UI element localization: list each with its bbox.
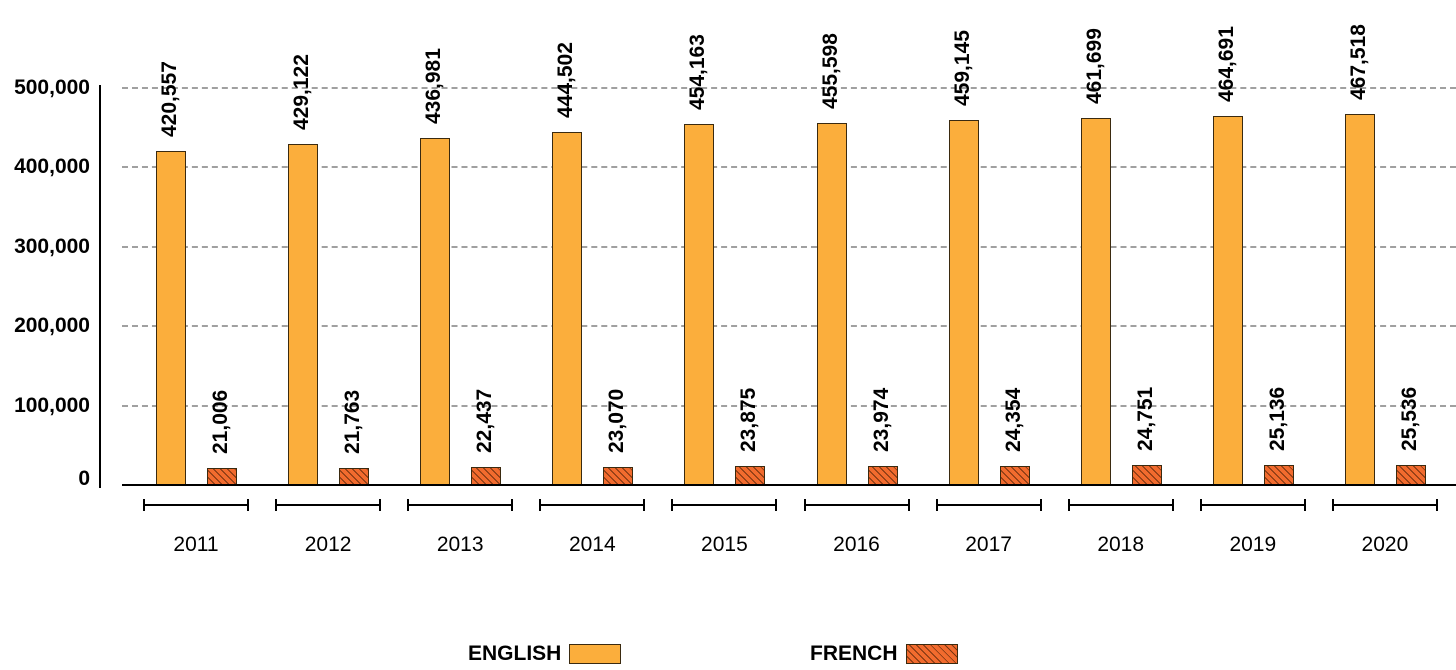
data-label-french-2011: 21,006 [209, 390, 232, 455]
gridline [122, 166, 1456, 169]
bar-french-2018 [1131, 465, 1162, 485]
y-tick-label: 400,000 [14, 155, 90, 179]
y-tick-label: 200,000 [14, 314, 90, 338]
y-tick-label: 500,000 [14, 76, 90, 99]
category-bracket [539, 499, 646, 511]
x-tick-label: 2016 [833, 533, 880, 556]
bar-french-2019 [1263, 465, 1294, 485]
gridline [122, 245, 1456, 248]
legend-item-french: FRENCH [810, 642, 958, 666]
bar-english-2016 [816, 123, 847, 485]
bar-french-2020 [1395, 464, 1426, 485]
category-bracket [1331, 499, 1438, 511]
bar-english-2013 [420, 138, 451, 485]
bar-french-2015 [735, 466, 766, 485]
data-label-english-2017: 459,145 [950, 30, 974, 107]
bar-english-2015 [684, 124, 715, 485]
bar-french-2011 [207, 468, 237, 485]
data-label-french-2016: 23,974 [869, 387, 893, 452]
y-tick-label: 100,000 [14, 393, 90, 417]
data-label-english-2020: 467,518 [1346, 23, 1370, 100]
data-label-french-2019: 25,136 [1265, 386, 1289, 452]
bar-english-2019 [1212, 116, 1243, 485]
y-tick-label: 0 [78, 467, 90, 490]
data-label-french-2013: 22,437 [473, 388, 497, 454]
x-tick-label: 2019 [1229, 533, 1277, 556]
category-bracket [671, 499, 778, 511]
category-bracket [803, 499, 910, 511]
data-label-english-2014: 444,502 [554, 42, 578, 119]
x-tick-label: 2012 [304, 533, 352, 556]
bar-english-2014 [552, 132, 583, 485]
category-bracket [1199, 499, 1306, 511]
data-label-french-2012: 21,763 [341, 389, 365, 454]
x-tick-label: 2014 [568, 533, 616, 556]
data-label-english-2019: 464,691 [1214, 26, 1238, 103]
bar-french-2014 [603, 466, 634, 485]
data-label-english-2016: 455,598 [818, 33, 842, 110]
bar-english-2011 [156, 151, 186, 485]
category-bracket [935, 499, 1042, 511]
data-label-english-2013: 436,981 [422, 48, 446, 125]
gridline [122, 404, 1456, 407]
legend-label-english: ENGLISH [468, 642, 562, 665]
bar-english-2020 [1344, 113, 1375, 485]
legend-swatch-english [569, 644, 622, 664]
x-tick-label: 2015 [701, 533, 748, 556]
bar-french-2012 [339, 467, 370, 485]
category-bracket [275, 499, 382, 511]
data-label-french-2018: 24,751 [1133, 387, 1157, 452]
x-tick-label: 2017 [965, 533, 1012, 556]
data-label-french-2014: 23,070 [605, 388, 629, 453]
data-label-english-2018: 461,699 [1082, 28, 1106, 105]
x-tick-label: 2020 [1361, 533, 1409, 556]
x-tick-label: 2018 [1097, 533, 1145, 556]
x-axis-baseline [122, 484, 1456, 486]
x-tick-label: 2013 [436, 533, 484, 556]
bar-english-2017 [948, 120, 979, 485]
bar-french-2017 [999, 465, 1030, 485]
legend-item-english: ENGLISH [468, 642, 622, 666]
gridline [122, 325, 1456, 328]
legend-swatch-french [905, 644, 958, 664]
data-label-french-2020: 25,536 [1397, 386, 1421, 451]
data-label-english-2011: 420,557 [158, 61, 181, 138]
data-label-english-2012: 429,122 [290, 54, 314, 131]
data-label-english-2015: 454,163 [686, 34, 710, 111]
data-label-french-2015: 23,875 [737, 387, 761, 453]
bar-english-2012 [288, 144, 319, 485]
category-bracket [1067, 499, 1174, 511]
bar-english-2018 [1080, 118, 1111, 485]
bar-french-2013 [471, 467, 502, 485]
bar-french-2016 [867, 465, 898, 485]
y-axis-line [99, 85, 101, 488]
legend-label-french: FRENCH [810, 642, 898, 665]
y-tick-label: 300,000 [14, 234, 90, 258]
x-tick-label: 2011 [173, 533, 219, 556]
category-bracket [143, 499, 249, 511]
category-bracket [407, 499, 514, 511]
data-label-french-2017: 24,354 [1001, 387, 1025, 452]
gridline [122, 87, 1456, 89]
